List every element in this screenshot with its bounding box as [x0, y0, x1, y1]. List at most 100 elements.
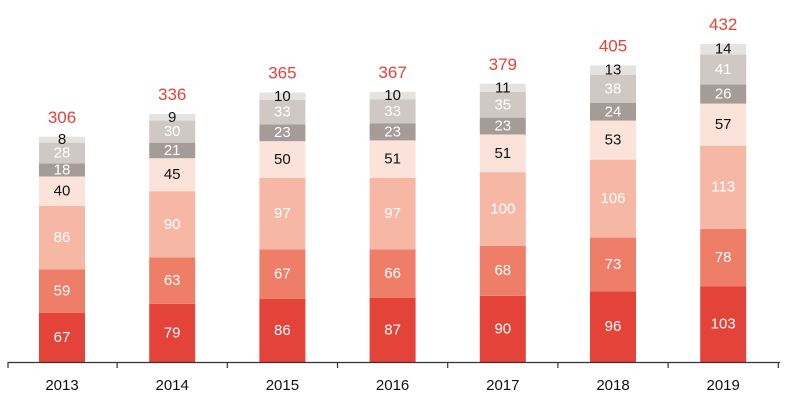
segment-value-label: 67 [54, 329, 71, 346]
bar-segment [259, 92, 306, 100]
bar-segment [259, 141, 306, 178]
bars-layer: 6759864018288796390452130986679750233310… [39, 41, 747, 362]
bar-segment [259, 124, 306, 142]
segment-value-label: 30 [164, 123, 181, 140]
x-tick-label: 2018 [596, 377, 629, 394]
bar-segment [39, 142, 85, 164]
bar-segment [259, 100, 306, 125]
bar-segment [479, 91, 526, 118]
segment-value-label: 41 [715, 61, 732, 78]
segment-value-label: 63 [164, 272, 181, 289]
bar-segment [149, 191, 196, 258]
bar-segment [700, 84, 747, 104]
bar-segment [479, 117, 526, 135]
segment-value-label: 23 [384, 124, 401, 141]
segment-value-label: 13 [605, 62, 622, 79]
x-tick-label: 2015 [266, 377, 299, 394]
segment-value-label: 28 [54, 145, 71, 162]
bar-segment [479, 295, 526, 362]
bar-segment [479, 172, 526, 246]
segment-value-label: 86 [274, 322, 291, 339]
bar-segment [149, 114, 196, 121]
bar-segment [369, 298, 416, 362]
bar-segment [479, 245, 526, 296]
bar-segment [149, 142, 196, 159]
bar-segment [700, 145, 747, 229]
bar-segment [259, 178, 306, 250]
segment-value-label: 97 [384, 205, 401, 222]
bar-segment [590, 291, 636, 362]
bar-segment [369, 99, 416, 124]
segment-value-label: 10 [384, 87, 401, 104]
segment-value-label: 9 [168, 109, 176, 126]
bar-segment [39, 163, 85, 177]
segment-value-label: 66 [384, 265, 401, 282]
bar-total-label: 367 [378, 63, 406, 82]
segment-value-label: 14 [715, 41, 732, 58]
bar-total-label: 432 [709, 15, 737, 34]
totals-layer: 306 336 365 367 379 405 432 [48, 15, 738, 127]
bar-segment [700, 286, 747, 362]
bar-segment [590, 159, 636, 238]
segment-value-label: 68 [494, 262, 511, 279]
segment-value-label: 45 [164, 166, 181, 183]
segment-value-label: 11 [495, 79, 511, 96]
segment-value-label: 35 [494, 96, 511, 113]
segment-value-label: 78 [715, 249, 732, 266]
bar-segment [700, 103, 747, 146]
bar-total-label: 365 [268, 64, 296, 83]
bar-segment [39, 206, 85, 270]
bar-total-label: 379 [489, 55, 517, 74]
bar-total-label: 306 [48, 108, 76, 127]
bar-segment [39, 269, 85, 313]
segment-value-label: 33 [384, 103, 401, 120]
bar-segment [149, 257, 196, 304]
segment-value-label: 10 [274, 88, 291, 105]
bar-total-label: 336 [158, 85, 186, 104]
segment-value-label: 24 [605, 103, 622, 120]
segment-value-label: 79 [164, 324, 181, 341]
segment-value-label: 26 [715, 86, 732, 103]
bar-segment [369, 123, 416, 141]
x-tick-label: 2014 [156, 377, 189, 394]
bar-segment [700, 54, 747, 85]
segment-value-label: 21 [164, 142, 181, 159]
segment-value-label: 90 [494, 320, 511, 337]
segment-value-label: 113 [711, 179, 735, 196]
segment-value-label: 97 [274, 205, 291, 222]
x-tick-label: 2017 [486, 377, 519, 394]
segment-value-label: 100 [490, 200, 515, 217]
segment-value-label: 51 [384, 151, 401, 168]
bar-segment [149, 158, 196, 192]
bar-total-label: 405 [599, 36, 627, 55]
bar-segment [590, 120, 636, 160]
bar-segment [259, 298, 306, 362]
segment-value-label: 59 [54, 283, 71, 300]
bar-segment [700, 228, 747, 287]
x-tick-label: 2016 [376, 377, 409, 394]
x-tick-label: 2019 [707, 377, 740, 394]
bar-segment [149, 303, 196, 362]
bar-segment [590, 237, 636, 292]
bar-segment [369, 178, 416, 250]
bar-segment [369, 249, 416, 298]
segment-value-label: 53 [605, 132, 622, 149]
bar-segment [259, 249, 306, 299]
bar-segment [39, 136, 85, 143]
segment-value-label: 51 [494, 145, 511, 162]
segment-value-label: 96 [605, 318, 622, 335]
bar-segment [369, 140, 416, 178]
segment-value-label: 40 [54, 183, 71, 200]
x-tick-label: 2013 [45, 377, 78, 394]
segment-value-label: 33 [274, 104, 291, 121]
x-axis: 2013 2014 2015 2016 2017 2018 2019 [7, 361, 780, 394]
bar-segment [39, 312, 85, 362]
segment-value-label: 73 [605, 256, 622, 273]
segment-value-label: 23 [274, 124, 291, 141]
segment-value-label: 8 [58, 131, 66, 148]
segment-value-label: 87 [384, 322, 401, 339]
bar-segment [590, 102, 636, 121]
segment-value-label: 18 [54, 161, 71, 178]
bar-segment [479, 134, 526, 173]
